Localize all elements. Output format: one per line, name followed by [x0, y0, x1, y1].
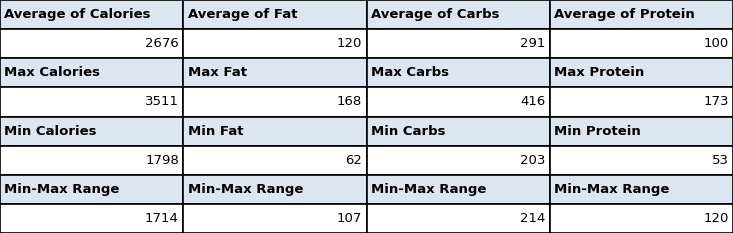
Bar: [183, 58, 366, 87]
Text: 62: 62: [345, 154, 362, 167]
Bar: [550, 146, 733, 175]
Text: Max Fat: Max Fat: [188, 66, 246, 79]
Text: Max Calories: Max Calories: [4, 66, 100, 79]
Text: Min Protein: Min Protein: [554, 125, 641, 137]
Text: 214: 214: [520, 212, 545, 225]
Bar: [366, 58, 550, 87]
Bar: [550, 116, 733, 146]
Text: Max Protein: Max Protein: [554, 66, 644, 79]
Text: 3511: 3511: [145, 96, 179, 108]
Bar: [550, 58, 733, 87]
Bar: [0, 58, 183, 87]
Bar: [183, 146, 366, 175]
Bar: [0, 0, 183, 29]
Text: Min-Max Range: Min-Max Range: [554, 183, 669, 196]
Text: Average of Carbs: Average of Carbs: [371, 8, 499, 21]
Bar: [550, 175, 733, 204]
Bar: [550, 204, 733, 233]
Bar: [366, 29, 550, 58]
Text: 120: 120: [703, 212, 729, 225]
Bar: [0, 204, 183, 233]
Text: 100: 100: [704, 37, 729, 50]
Bar: [0, 29, 183, 58]
Text: 120: 120: [336, 37, 362, 50]
Text: 203: 203: [520, 154, 545, 167]
Text: Min Carbs: Min Carbs: [371, 125, 446, 137]
Text: Min-Max Range: Min-Max Range: [371, 183, 486, 196]
Text: 416: 416: [520, 96, 545, 108]
Bar: [183, 175, 366, 204]
Text: Average of Fat: Average of Fat: [188, 8, 297, 21]
Bar: [366, 87, 550, 116]
Bar: [366, 0, 550, 29]
Text: 2676: 2676: [145, 37, 179, 50]
Bar: [366, 175, 550, 204]
Text: Average of Protein: Average of Protein: [554, 8, 695, 21]
Bar: [0, 87, 183, 116]
Text: 1798: 1798: [145, 154, 179, 167]
Text: 107: 107: [336, 212, 362, 225]
Text: 168: 168: [337, 96, 362, 108]
Bar: [183, 204, 366, 233]
Bar: [366, 204, 550, 233]
Text: 173: 173: [703, 96, 729, 108]
Bar: [0, 146, 183, 175]
Bar: [183, 0, 366, 29]
Text: 291: 291: [520, 37, 545, 50]
Text: Min-Max Range: Min-Max Range: [188, 183, 303, 196]
Text: Average of Calories: Average of Calories: [4, 8, 151, 21]
Bar: [550, 87, 733, 116]
Bar: [0, 175, 183, 204]
Bar: [0, 116, 183, 146]
Bar: [366, 116, 550, 146]
Bar: [183, 29, 366, 58]
Text: 1714: 1714: [145, 212, 179, 225]
Bar: [183, 87, 366, 116]
Bar: [550, 0, 733, 29]
Bar: [366, 146, 550, 175]
Text: Min Calories: Min Calories: [4, 125, 97, 137]
Text: Min-Max Range: Min-Max Range: [4, 183, 119, 196]
Text: 53: 53: [712, 154, 729, 167]
Bar: [183, 116, 366, 146]
Text: Max Carbs: Max Carbs: [371, 66, 449, 79]
Text: Min Fat: Min Fat: [188, 125, 243, 137]
Bar: [550, 29, 733, 58]
